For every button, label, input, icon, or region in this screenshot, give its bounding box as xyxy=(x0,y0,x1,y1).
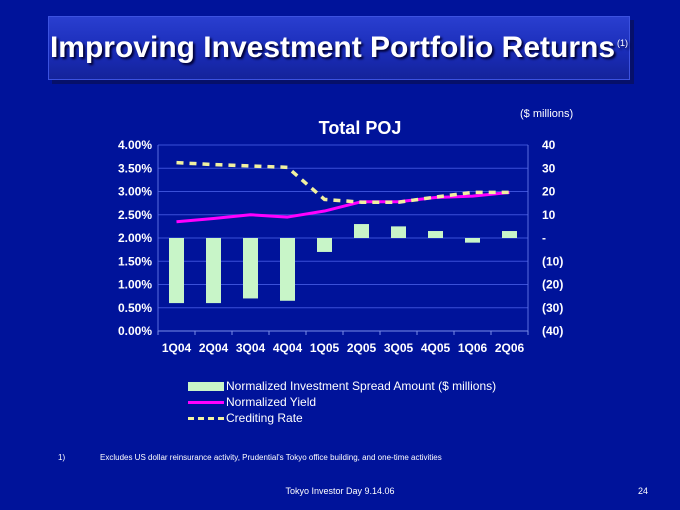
slide-title-text: Improving Investment Portfolio Returns xyxy=(49,31,616,64)
bar xyxy=(465,238,480,243)
x-tick-label: 2Q06 xyxy=(495,341,525,355)
x-tick-label: 2Q04 xyxy=(199,341,229,355)
x-tick-label: 4Q05 xyxy=(421,341,451,355)
y-left-tick-label: 1.50% xyxy=(118,254,152,268)
page-number: 24 xyxy=(638,486,649,496)
y-right-tick-label: (30) xyxy=(542,301,563,315)
legend-dash-swatch xyxy=(188,410,224,426)
legend-bar-swatch xyxy=(188,378,224,394)
x-tick-label: 2Q05 xyxy=(347,341,377,355)
x-tick-label: 3Q04 xyxy=(236,341,266,355)
bar xyxy=(169,238,184,304)
footer-text: Tokyo Investor Day 9.14.06 xyxy=(285,486,395,496)
y-left-tick-label: 0.00% xyxy=(118,324,152,338)
x-tick-label: 1Q05 xyxy=(310,341,340,355)
footnote: 1) Excludes US dollar reinsurance activit… xyxy=(58,453,442,462)
bar xyxy=(428,231,443,238)
title-footnote-marker: (1) xyxy=(617,38,629,48)
y-left-tick-label: 4.00% xyxy=(118,138,152,152)
bar xyxy=(243,238,258,299)
footnote-number: 1) xyxy=(58,453,66,462)
legend: Normalized Investment Spread Amount ($ m… xyxy=(188,378,496,426)
legend-label-spread: Normalized Investment Spread Amount ($ m… xyxy=(226,378,497,393)
y-right-tick-label: 20 xyxy=(542,185,556,199)
y-left-tick-label: 1.00% xyxy=(118,278,152,292)
x-tick-label: 1Q06 xyxy=(458,341,488,355)
y-right-tick-label: (40) xyxy=(542,324,563,338)
legend-line-swatch xyxy=(188,394,224,410)
bar xyxy=(502,231,517,238)
bar xyxy=(391,226,406,238)
y-left-tick-label: 2.50% xyxy=(118,208,152,222)
bar xyxy=(280,238,295,301)
chart-title: Total POJ xyxy=(318,118,402,138)
y-left-tick-label: 3.50% xyxy=(118,161,152,175)
legend-item-spread: Normalized Investment Spread Amount ($ m… xyxy=(188,378,496,394)
x-tick-label: 4Q04 xyxy=(273,341,303,355)
y-right-tick-label: 10 xyxy=(542,208,556,222)
y-right-tick-label: 30 xyxy=(542,161,556,175)
bar xyxy=(317,238,332,252)
legend-item-crediting: Crediting Rate xyxy=(188,410,496,426)
title-banner: Improving Investment Portfolio Returns (1… xyxy=(48,16,630,80)
slide-title: Improving Investment Portfolio Returns (1… xyxy=(50,31,628,65)
x-tick-label: 1Q04 xyxy=(162,341,192,355)
y-right-tick-label: (20) xyxy=(542,278,563,292)
legend-label-crediting: Crediting Rate xyxy=(226,410,303,425)
y-right-tick-label: (10) xyxy=(542,254,563,268)
y-right-tick-label: 40 xyxy=(542,138,556,152)
bar xyxy=(354,224,369,238)
units-label: ($ millions) xyxy=(520,108,574,120)
crediting-line xyxy=(176,160,510,204)
y-right-tick-label: - xyxy=(542,231,546,245)
x-tick-label: 3Q05 xyxy=(384,341,414,355)
y-left-tick-label: 0.50% xyxy=(118,301,152,315)
legend-item-yield: Normalized Yield xyxy=(188,394,496,410)
footnote-text: Excludes US dollar reinsurance activity,… xyxy=(100,453,442,462)
legend-label-yield: Normalized Yield xyxy=(226,394,317,409)
bar xyxy=(206,238,221,304)
yield-line xyxy=(176,190,510,224)
y-left-tick-label: 3.00% xyxy=(118,185,152,199)
y-left-tick-label: 2.00% xyxy=(118,231,152,245)
